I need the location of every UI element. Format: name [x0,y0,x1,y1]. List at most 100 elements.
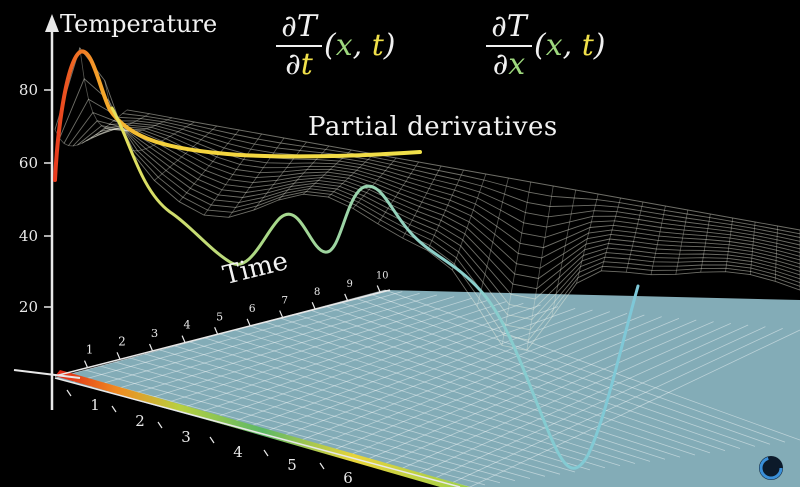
dT-dt-den-prefix: ∂ [285,47,301,82]
surface-grid-line [725,217,734,272]
x-tick-mark [111,405,117,413]
time-tick-mark [116,352,121,360]
plane-grid-line [384,289,800,441]
plane-grid-line [279,317,696,456]
plane-grid-line [331,316,662,452]
surface-grid-line [126,109,800,231]
plane-grid-line [124,296,455,397]
time-tick-label: 6 [249,302,256,315]
surface-grid-line [228,137,285,218]
time-tick-label: 8 [314,286,321,298]
base-plane-grid [54,289,800,487]
plane-grid-line [294,313,711,454]
x-tick-mark [209,436,215,444]
x-axis-line [13,369,81,379]
surface-grid-line [377,161,419,225]
time-tick-mark [83,360,89,368]
surface-grid-line [526,185,554,351]
x-tick-label: 6 [343,469,353,487]
temperature-tick-label: 80 [19,81,38,99]
plane-grid-line [279,311,610,438]
plane-grid-line [89,292,420,388]
dT-dt-arg-close: ) [383,28,396,63]
time-tick-mark [214,327,219,335]
surface-grid-line [253,141,307,211]
surface-grid-line [108,122,800,246]
surface-grid-line [327,153,375,198]
plane-grid-line [204,337,621,467]
plane-grid-line [144,353,561,475]
plane-grid-line [69,373,486,486]
surface-grid-line [81,127,800,290]
plane-grid-line [129,357,546,477]
plane-grid-line [99,365,516,481]
time-tick-mark [181,335,186,343]
base-plane [55,290,800,487]
surface-grid-line [600,197,621,271]
plane-grid-line [296,312,628,442]
time-tick-mark [344,293,349,302]
plane-grid-line [72,291,403,383]
dT-dx-arg-sep: , [562,28,582,63]
surface-grid-line [63,98,800,331]
temperature-gradient-strip [55,370,470,487]
dT-dt-numerator: ∂T [281,9,317,44]
partial-derivatives-title: Partial derivatives [308,112,558,142]
surface-grid-line [79,47,150,130]
plane-grid-line [452,327,783,483]
surface-grid-line [625,201,644,273]
plane-grid-line [383,321,714,465]
plane-grid-line [106,294,437,393]
surface-grid-line [551,189,577,318]
plane-grid-line [417,324,749,474]
surface-grid-line [501,181,532,346]
time-tick-mark [311,301,316,310]
x-axis-front-line [54,377,461,487]
plane-grid-line [400,322,731,470]
surface-grid-line [68,111,800,320]
surface-grid-line [178,129,240,202]
temperature-ticks: 20 40 60 80 [19,81,52,316]
plane-grid-line [339,301,756,447]
time-tick-label: 1 [86,343,94,357]
surface-grid-line [77,125,800,300]
time-tick-mark [279,310,284,318]
surface-grid-line [576,193,599,284]
temperature-axis-arrow [45,14,59,32]
x-tick-mark [263,449,269,457]
time-tick-mark [149,343,154,352]
dT-dt-arg-t: t [371,28,384,63]
time-tick-label: 5 [216,310,223,323]
surface-grid-line [154,125,217,181]
plane-grid-line [314,314,645,447]
plane-grid-line [175,301,507,411]
surface-grid-line [54,109,128,147]
surface-grid-line [59,78,800,341]
plane-grid-line [245,307,576,429]
time-tick-label: 2 [118,334,125,348]
plane-grid-line [369,293,786,443]
plane-grid-line [189,341,606,469]
surface-grid-line [54,46,800,351]
temperature-tick-label: 40 [19,227,38,245]
surface-grid-line [402,165,442,239]
surface-grid-line [95,127,800,259]
plane-grid-line [435,326,766,479]
x-tick-label: 4 [233,443,243,461]
plane-grid-line [324,305,741,449]
surface-grid-line [700,213,711,273]
x-tick-label: 3 [181,428,191,446]
dT-dx-den-prefix: ∂ [492,47,509,82]
surface-grid-line [650,205,666,275]
surface-grid-line [352,157,397,209]
time-tick-label: 4 [184,319,191,332]
plane-grid-line [264,321,681,458]
x-tick-mark [319,462,325,470]
surface-grid-line [774,225,778,282]
surface-grid-line [122,113,800,235]
plane-grid-line [114,361,531,479]
dT-dx-den-var: x [508,47,526,82]
plane-grid-line [309,309,726,452]
temperature-tick-label: 60 [19,154,38,172]
